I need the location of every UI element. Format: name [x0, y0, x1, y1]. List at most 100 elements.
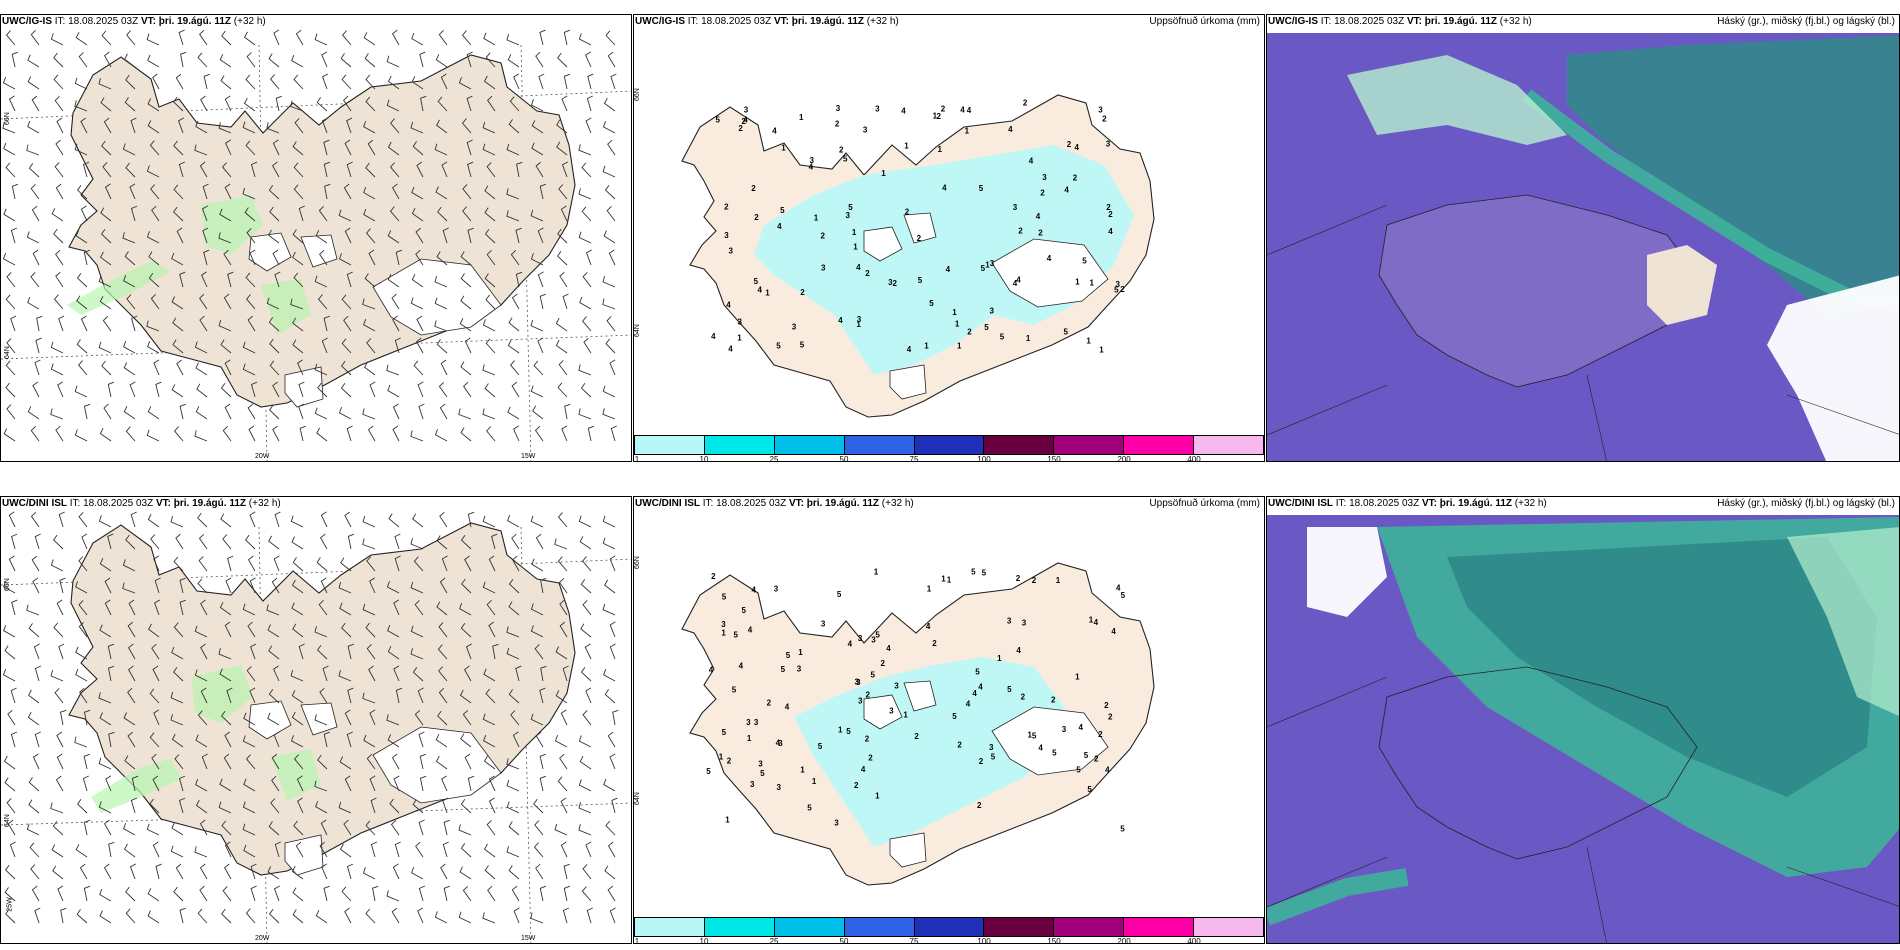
vt-label: VT: [1406, 16, 1422, 27]
wind-barb [314, 33, 328, 46]
wind-barb [131, 315, 138, 332]
wind-barb [530, 515, 544, 528]
precip-value-label: 2 [1102, 115, 1107, 124]
colorbar-tick-label: 200 [1117, 455, 1131, 462]
wind-barb [386, 364, 400, 376]
wind-barb [58, 511, 65, 528]
iceland-land [68, 54, 576, 408]
wind-barb [220, 339, 232, 354]
wind-barb [483, 32, 496, 46]
wind-barb [220, 513, 232, 528]
wind-barb [412, 799, 424, 814]
wind-barb [78, 512, 88, 528]
wind-barb [27, 711, 40, 726]
wind-barb [82, 775, 89, 792]
wind-barb [249, 577, 256, 594]
wind-barb [31, 885, 40, 902]
vt-label: VT: [155, 498, 171, 509]
wind-barb [5, 382, 16, 398]
precip-value-label: 5 [979, 184, 984, 193]
precip-value-label: 4 [966, 700, 971, 709]
wind-barb [199, 315, 208, 332]
wind-barb [246, 754, 256, 770]
wind-barb [2, 253, 16, 266]
precip-value-label: 4 [1075, 143, 1080, 152]
wind-barb [563, 885, 571, 902]
wind-barb [3, 580, 16, 594]
colorbar-segment [774, 918, 845, 936]
precip-value-label: 3 [1013, 203, 1018, 212]
wind-barb [362, 515, 376, 528]
wind-barb [562, 907, 570, 924]
wind-barb [393, 665, 400, 682]
wind-barb [53, 74, 64, 90]
wind-barb [539, 29, 546, 46]
wind-barb [484, 755, 496, 770]
wind-barb [314, 363, 328, 376]
wind-barb [411, 866, 424, 880]
precip-value-label: 3 [846, 211, 851, 220]
wind-barb [55, 249, 64, 266]
wind-barb [146, 231, 160, 244]
wind-barb [482, 319, 496, 332]
model-name: UWC/IG-IS [1268, 16, 1318, 27]
panel-title: UWC/IG-IS IT: 18.08.2025 03Z VT: þri. 19… [635, 16, 899, 28]
wind-barb [222, 425, 232, 442]
wind-barb [467, 161, 474, 178]
wind-barb [268, 821, 280, 836]
wind-barb [555, 317, 568, 332]
graticule [1267, 204, 1899, 461]
wind-barb [392, 29, 400, 46]
wind-barb [442, 841, 449, 858]
wind-barb [55, 775, 64, 792]
wind-barb [410, 538, 424, 550]
wind-barb [246, 228, 256, 244]
model-name: UWC/IG-IS [635, 16, 685, 27]
wind-barb [102, 315, 112, 332]
precip-value-label: 4 [978, 683, 983, 692]
vt-label: VT: [140, 16, 156, 27]
wind-barb [127, 621, 136, 638]
wind-barb [248, 425, 256, 442]
wind-barb [291, 690, 304, 704]
precip-value-label: 2 [957, 741, 962, 750]
wind-barb [152, 665, 160, 682]
wind-barb [99, 888, 112, 902]
wind-barb [177, 117, 185, 134]
wind-barb [415, 227, 424, 244]
wind-barb [559, 753, 568, 770]
wind-barb [316, 97, 328, 112]
wind-barb [365, 74, 376, 90]
precip-value-label: 5 [1082, 257, 1087, 266]
wind-barb [269, 206, 280, 222]
wind-barb [11, 533, 18, 550]
wind-barb [154, 599, 161, 616]
wind-barb [322, 73, 329, 90]
wind-barb [199, 29, 208, 46]
wind-barb [437, 206, 448, 222]
precip-value-label: 1 [997, 654, 1002, 663]
wind-barb [124, 97, 136, 112]
high-cloud-light [1787, 527, 1899, 717]
wind-barb [28, 623, 40, 638]
precip-value-label: 3 [810, 156, 815, 165]
wind-barb [292, 141, 304, 156]
wind-barb [460, 733, 472, 748]
wind-barb [130, 511, 137, 528]
wind-barb [366, 556, 376, 572]
wind-barb [531, 120, 544, 134]
wind-barb [346, 161, 353, 178]
precip-value-label: 4 [901, 106, 906, 115]
precip-value-label: 1 [1086, 336, 1091, 345]
it-value: 18.08.2025 03Z [83, 498, 154, 509]
wind-barb [344, 511, 352, 528]
wind-barb [465, 643, 473, 660]
wind-barb [36, 315, 43, 332]
precip-value-label: 5 [716, 115, 721, 124]
precip-value-label: 2 [1038, 229, 1043, 238]
wind-barb [180, 51, 187, 68]
precip-value-label: 1 [957, 341, 962, 350]
wind-barb [539, 687, 546, 704]
wind-barb [578, 231, 592, 244]
precip-value-label: 4 [1036, 212, 1041, 221]
